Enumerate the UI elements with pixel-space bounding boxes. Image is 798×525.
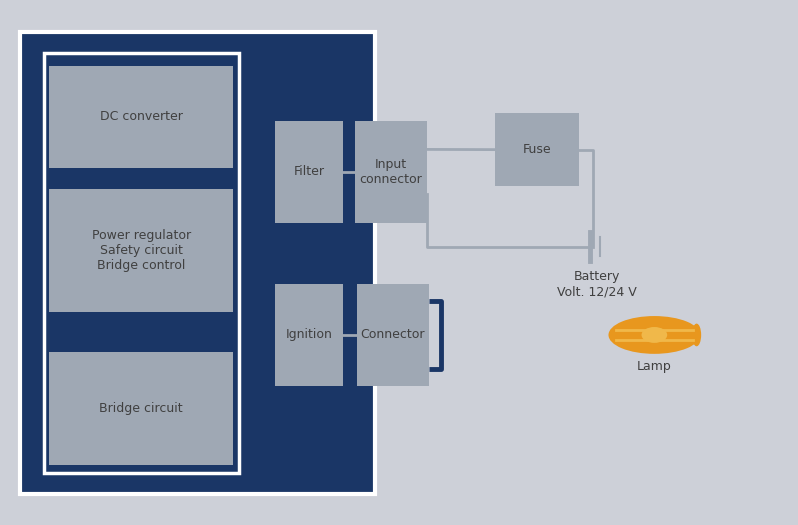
Text: Input
connector: Input connector	[360, 158, 422, 186]
Text: Filter: Filter	[294, 165, 325, 178]
Text: Connector: Connector	[361, 328, 425, 341]
FancyBboxPatch shape	[20, 32, 375, 493]
Ellipse shape	[608, 316, 701, 354]
FancyBboxPatch shape	[49, 352, 233, 465]
FancyBboxPatch shape	[495, 113, 579, 186]
FancyBboxPatch shape	[355, 121, 427, 223]
Text: Power regulator
Safety circuit
Bridge control: Power regulator Safety circuit Bridge co…	[92, 229, 191, 272]
FancyBboxPatch shape	[49, 66, 233, 168]
Ellipse shape	[642, 327, 667, 343]
Text: Fuse: Fuse	[523, 143, 551, 156]
FancyBboxPatch shape	[275, 121, 343, 223]
Text: Lamp: Lamp	[637, 360, 672, 373]
Text: Ignition: Ignition	[286, 328, 333, 341]
Text: Battery
Volt. 12/24 V: Battery Volt. 12/24 V	[557, 270, 637, 298]
FancyBboxPatch shape	[44, 52, 239, 472]
Ellipse shape	[692, 323, 701, 346]
Text: DC converter: DC converter	[100, 110, 183, 123]
Text: Bridge circuit: Bridge circuit	[100, 402, 183, 415]
FancyBboxPatch shape	[49, 189, 233, 312]
FancyBboxPatch shape	[357, 284, 429, 386]
FancyBboxPatch shape	[275, 284, 343, 386]
